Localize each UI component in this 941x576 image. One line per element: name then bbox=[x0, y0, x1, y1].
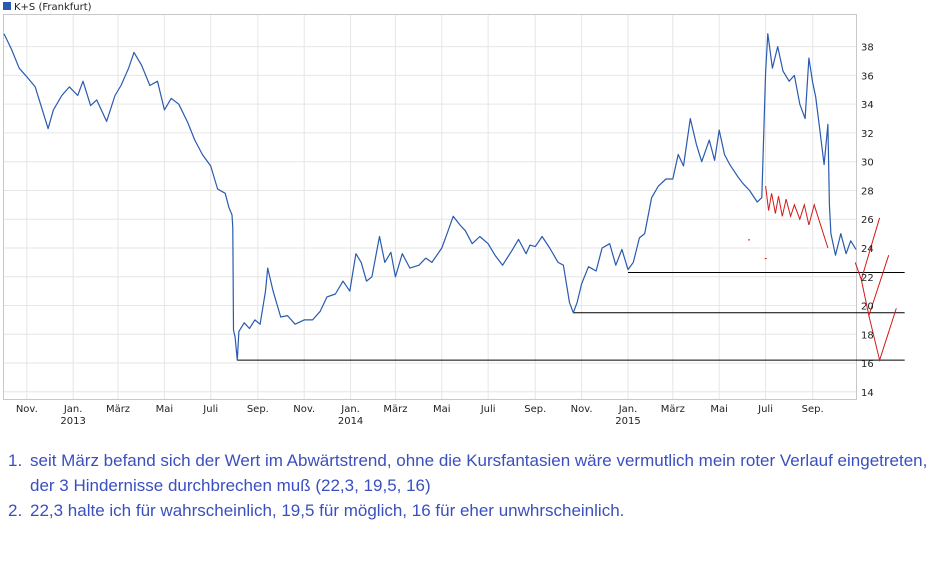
note-item: 2. 22,3 halte ich für wahrscheinlich, 19… bbox=[8, 498, 933, 523]
y-tick-label: 26 bbox=[861, 215, 874, 226]
x-tick-label: Jan. bbox=[618, 404, 638, 415]
x-tick-label: Nov. bbox=[293, 404, 315, 415]
legend-swatch bbox=[3, 2, 11, 10]
red-projection bbox=[868, 308, 897, 363]
x-tick-label: Mai bbox=[433, 404, 451, 415]
x-tick-label: Juli bbox=[202, 404, 218, 415]
y-tick-label: 30 bbox=[861, 158, 874, 169]
x-tick-label: Sep. bbox=[802, 404, 824, 415]
x-tick-label: März bbox=[661, 404, 685, 415]
x-year-label: 2013 bbox=[60, 416, 85, 427]
notes: 1. seit März befand sich der Wert im Abw… bbox=[8, 448, 933, 523]
series-line bbox=[3, 33, 857, 361]
x-year-label: 2014 bbox=[338, 416, 363, 427]
x-tick-label: Sep. bbox=[247, 404, 269, 415]
x-tick-label: Jan. bbox=[340, 404, 360, 415]
x-tick-label: Juli bbox=[480, 404, 496, 415]
y-tick-label: 34 bbox=[861, 100, 874, 111]
red-annotations bbox=[748, 186, 897, 363]
y-tick-label: 28 bbox=[861, 186, 874, 197]
y-tick-label: 32 bbox=[861, 129, 874, 140]
y-tick-label: 20 bbox=[861, 302, 874, 313]
y-tick-label: 38 bbox=[861, 43, 874, 54]
x-tick-label: März bbox=[383, 404, 407, 415]
x-tick-label: Mai bbox=[156, 404, 174, 415]
y-tick-label: 14 bbox=[861, 388, 874, 399]
red-dot bbox=[764, 258, 767, 260]
x-tick-label: Nov. bbox=[571, 404, 593, 415]
y-tick-label: 22 bbox=[861, 273, 874, 284]
note-number: 2. bbox=[8, 501, 23, 520]
y-axis: 14 16 18 20 22 24 26 28 30 32 34 36 38 bbox=[861, 43, 874, 399]
series-layer bbox=[3, 33, 857, 361]
note-number: 1. bbox=[8, 451, 23, 470]
x-tick-label: Sep. bbox=[524, 404, 546, 415]
note-text: 22,3 halte ich für wahrscheinlich, 19,5 … bbox=[30, 501, 625, 520]
x-year-label: 2015 bbox=[615, 416, 640, 427]
x-tick-label: Mai bbox=[710, 404, 728, 415]
red-zigzag bbox=[765, 186, 829, 249]
x-tick-label: März bbox=[106, 404, 130, 415]
y-tick-label: 18 bbox=[861, 330, 874, 341]
x-tick-label: Nov. bbox=[16, 404, 38, 415]
x-tick-label: Juli bbox=[757, 404, 773, 415]
red-dot bbox=[748, 239, 751, 241]
plot-frame bbox=[3, 14, 857, 400]
y-tick-label: 24 bbox=[861, 244, 874, 255]
legend-label: K+S (Frankfurt) bbox=[14, 2, 92, 13]
x-tick-label: Jan. bbox=[63, 404, 83, 415]
note-text: seit März befand sich der Wert im Abwärt… bbox=[30, 451, 928, 495]
legend: K+S (Frankfurt) bbox=[3, 2, 92, 13]
y-tick-label: 16 bbox=[861, 359, 874, 370]
y-tick-label: 36 bbox=[861, 71, 874, 82]
note-item: 1. seit März befand sich der Wert im Abw… bbox=[8, 448, 933, 498]
